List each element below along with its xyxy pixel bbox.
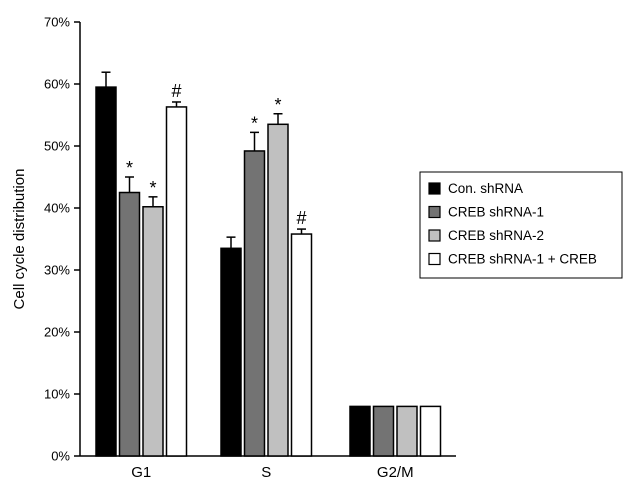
x-tick-label: G1: [131, 464, 151, 481]
legend-swatch: [428, 182, 441, 195]
y-tick-label: 70%: [44, 15, 70, 30]
significance-marker: #: [296, 208, 306, 228]
x-tick-labels: G1 S G2/M: [131, 464, 413, 481]
y-axis-title: Cell cycle distribution: [11, 169, 28, 310]
y-tick-label: 50%: [44, 139, 70, 154]
y-ticks: 0% 10% 20% 30% 40% 50% 60% 70%: [44, 15, 80, 464]
y-tick-label: 40%: [44, 201, 70, 216]
y-tick-label: 0%: [51, 449, 70, 464]
significance-marker: *: [126, 158, 133, 178]
legend-label: CREB shRNA-2: [448, 228, 544, 243]
legend-swatch: [428, 252, 441, 266]
bar: [290, 233, 313, 457]
significance-marker: #: [171, 81, 181, 101]
bar: [243, 150, 266, 457]
legend-label: CREB shRNA-1: [448, 205, 544, 220]
bar: [220, 247, 242, 457]
bars: * * # * * #: [95, 71, 442, 457]
y-tick-label: 10%: [44, 387, 70, 402]
significance-marker: *: [149, 178, 156, 198]
legend-swatch: [428, 205, 441, 219]
bar: [142, 206, 164, 457]
legend: Con. shRNA CREB shRNA-1 CREB shRNA-2 CREB s…: [419, 171, 623, 279]
x-tick-label: G2/M: [377, 464, 414, 481]
bar: [349, 405, 371, 457]
bar: [372, 405, 395, 457]
significance-marker: *: [251, 113, 258, 133]
bar: [95, 86, 117, 457]
y-tick-label: 20%: [44, 325, 70, 340]
y-tick-label: 60%: [44, 77, 70, 92]
bar: [419, 405, 442, 457]
significance-marker: *: [274, 95, 281, 115]
bar: [165, 106, 188, 457]
y-tick-label: 30%: [44, 263, 70, 278]
legend-swatch: [428, 229, 441, 242]
bar: [396, 405, 418, 457]
bar: [267, 123, 289, 457]
x-tick-label: S: [261, 464, 271, 481]
bar: [118, 191, 141, 457]
legend-label: Con. shRNA: [448, 181, 523, 196]
legend-label: CREB shRNA-1 + CREB: [448, 252, 597, 267]
legend-box: [419, 171, 623, 279]
